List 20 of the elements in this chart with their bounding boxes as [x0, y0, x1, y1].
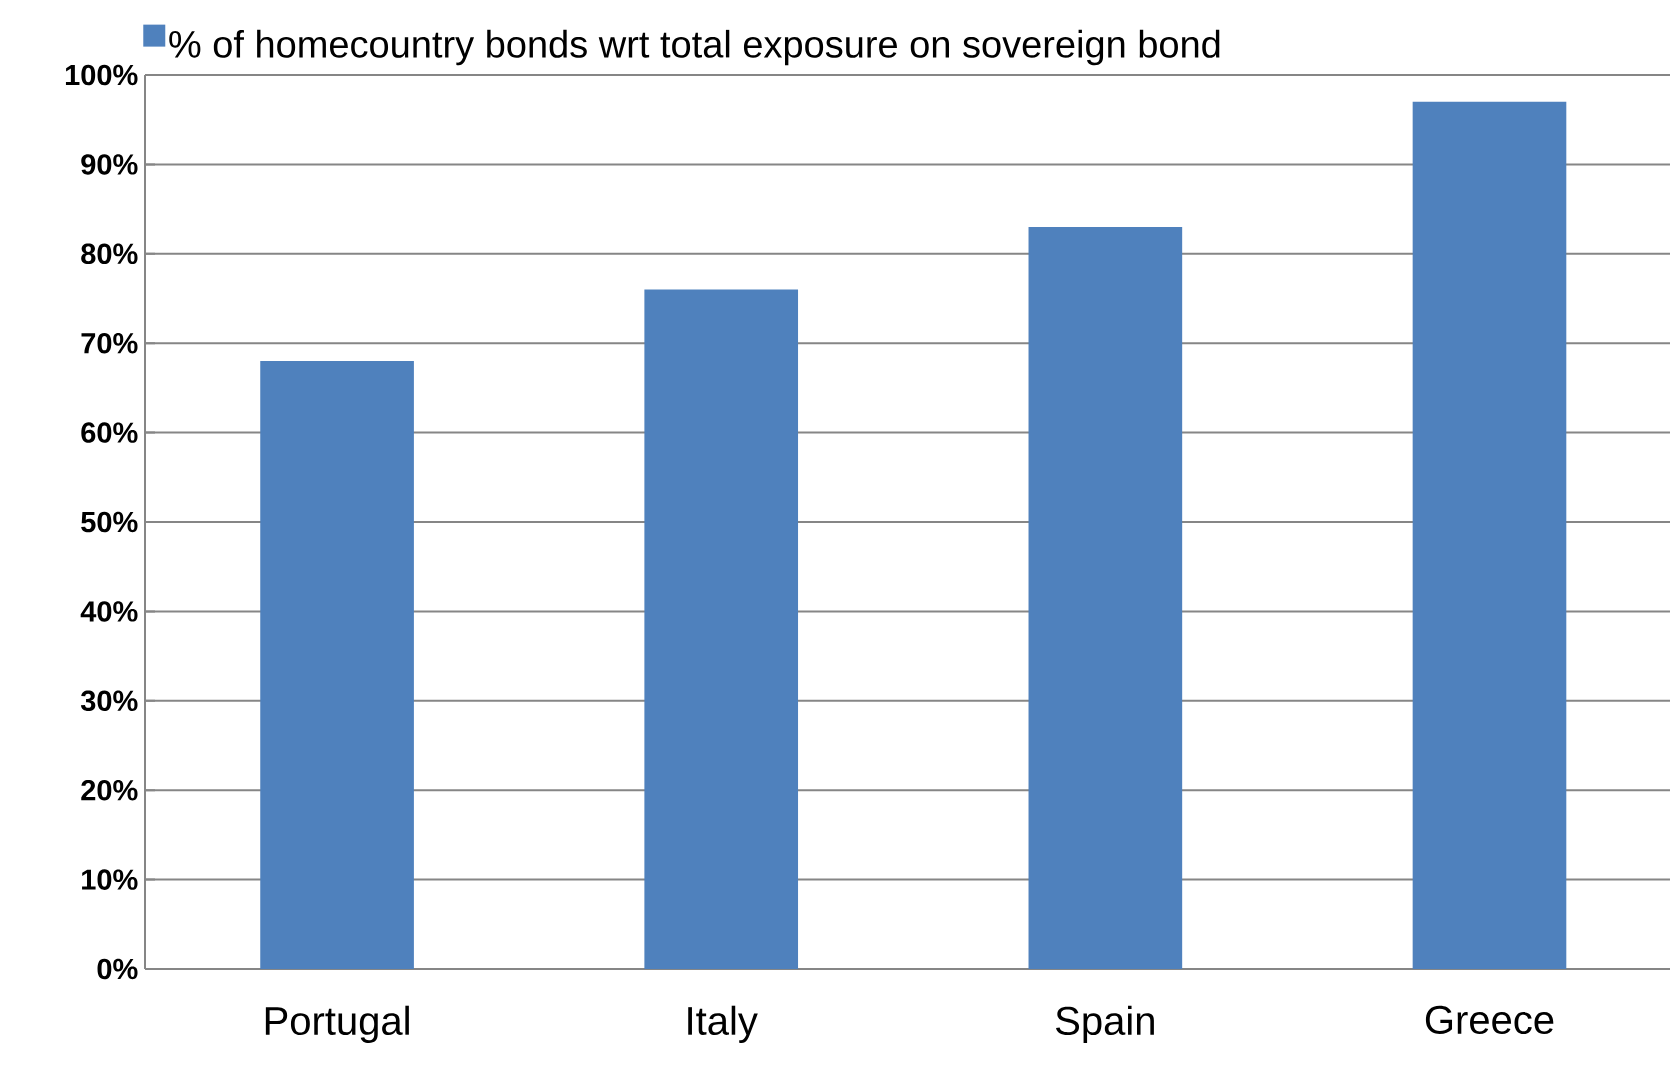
x-tick-label: Greece: [1425, 1005, 1554, 1035]
y-tick-label: 40%: [80, 601, 138, 622]
bar: [1028, 226, 1183, 969]
y-tick-label: 100%: [65, 64, 138, 86]
y-tick-label: 0%: [97, 958, 138, 980]
x-tick-label: Portugal: [265, 1005, 409, 1043]
x-tick-label: Italy: [688, 1005, 758, 1043]
bar: [260, 361, 414, 969]
y-tick-label: 30%: [80, 690, 138, 712]
y-tick-label: 60%: [81, 422, 138, 443]
y-tick-label: 70%: [81, 332, 138, 354]
y-tick-label: 20%: [81, 779, 138, 801]
x-tick-label: Spain: [1056, 1005, 1154, 1043]
y-tick-label: 90%: [81, 154, 138, 175]
bar: [644, 289, 799, 969]
legend-label: % of homecountry bonds wrt total exposure on sovereign bond: [169, 29, 1220, 66]
y-tick-label: 10%: [82, 869, 138, 890]
bar: [1412, 101, 1567, 969]
y-tick-label: 80%: [81, 243, 138, 265]
y-tick-label: 50%: [81, 511, 138, 533]
